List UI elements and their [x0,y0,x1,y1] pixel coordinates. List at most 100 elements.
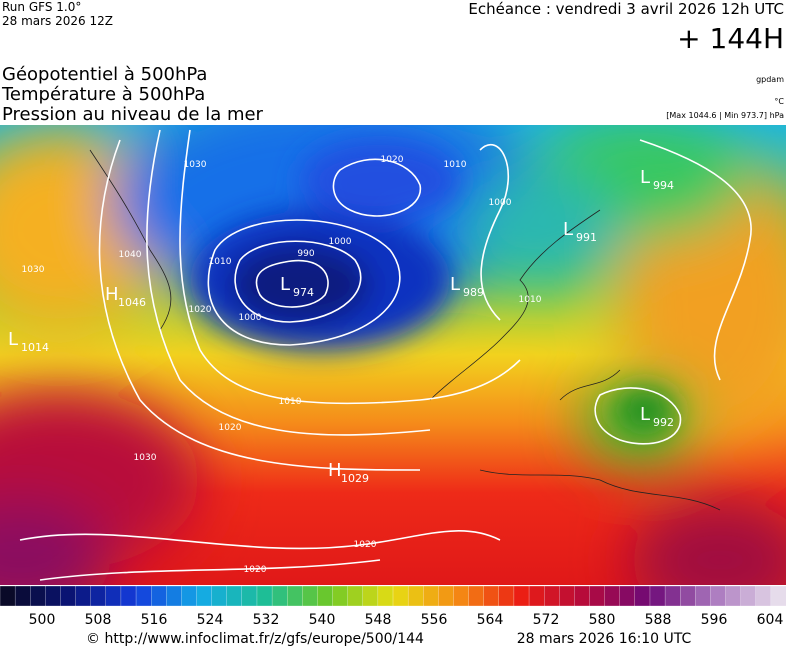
colorbar-swatch [317,585,334,607]
isobar-label: 1000 [489,198,512,208]
colorbar-swatch [332,585,349,607]
colorbar-swatch [589,585,606,607]
colorbar-swatch [271,585,288,607]
footer-date: 28 mars 2026 16:10 UTC [517,631,692,647]
colorbar-swatch [438,585,455,607]
colorbar-label: 516 [141,612,168,628]
pressure-center-value: 992 [653,416,674,429]
colorbar-swatch [740,585,757,607]
isobar-label: 1030 [22,265,45,275]
colorbar-swatch [453,585,470,607]
colorbar-swatch [498,585,515,607]
colorbar-label: 604 [757,612,784,628]
echeance: Echéance : vendredi 3 avril 2026 12h UTC [468,0,784,18]
colorbar-swatch [120,585,137,607]
pressure-center-kind: H [105,284,119,305]
colorbar-swatch [710,585,727,607]
pressure-center-kind: L [640,167,650,188]
field-title: Géopotentiel à 500hPa [2,64,207,85]
colorbar-swatch [30,585,46,607]
pressure-center-value: 1029 [341,472,369,485]
colorbar-swatch [60,585,77,607]
colorbar-swatch [0,585,16,607]
isobar-label: 1020 [381,155,404,165]
colorbar-swatch [302,585,319,607]
colorbar-swatch [664,585,681,607]
isobar-label: 1010 [519,295,542,305]
colorbar-swatch [211,585,228,607]
colorbar-swatch [483,585,500,607]
colorbar-label: 508 [85,612,112,628]
isobar-label: 1000 [329,237,352,247]
unit: °C [774,97,784,106]
colorbar-label: 572 [533,612,560,628]
colorbar-swatch [14,585,31,607]
colorbar-swatch [755,585,772,607]
colorbar-swatch [680,585,696,607]
colorbar-swatch [362,585,379,607]
pressure-center-kind: L [450,274,460,295]
colorbar-swatch [468,585,485,607]
colorbar: 500 508 516 524 532 540 548 556 564 572 580 588 596 6… [0,585,786,628]
colorbar-swatch [105,585,122,607]
isobar-label: 1010 [209,257,232,267]
footer-url: © http://www.infoclimat.fr/z/gfs/europe/… [86,631,424,647]
colorbar-swatch [619,585,636,607]
isobar-label: 1040 [119,250,142,260]
isobar-label: 1020 [354,540,377,550]
field-title: Pression au niveau de la mer [2,104,264,125]
pressure-center-kind: L [640,404,650,425]
colorbar-swatch [392,585,409,607]
colorbar-swatch [559,585,576,607]
pressure-center-value: 974 [293,286,314,299]
colorbar-label: 588 [645,612,672,628]
colorbar-swatch [196,585,213,607]
isobar-label: 1010 [279,397,302,407]
colorbar-label: 532 [253,612,280,628]
isobar-label: 1030 [134,453,157,463]
pressure-center-kind: H [328,460,342,481]
colorbar-swatch [377,585,394,607]
colorbar-label: 500 [29,612,56,628]
colorbar-swatch [166,585,183,607]
colorbar-swatch [649,585,666,607]
colorbar-label: 564 [477,612,504,628]
colorbar-swatch [241,585,258,607]
colorbar-swatch [604,585,621,607]
colorbar-label: 524 [197,612,224,628]
colorbar-swatch [135,585,152,607]
colorbar-swatch [287,585,303,607]
isobar-label: 990 [297,249,314,259]
colorbar-label: 596 [701,612,728,628]
colorbar-swatch [770,585,786,607]
colorbar-swatch [725,585,742,607]
colorbar-swatch [544,585,560,607]
colorbar-swatch [695,585,712,607]
pressure-center-value: 991 [576,231,597,244]
colorbar-swatch [528,585,545,607]
colorbar-label: 556 [421,612,448,628]
colorbar-label: 540 [309,612,336,628]
isobar-label: 1010 [444,160,467,170]
colorbar-swatch [75,585,92,607]
colorbar-swatch [407,585,424,607]
colorbar-swatch [256,585,273,607]
colorbar-swatch [634,585,651,607]
pressure-center-value: 994 [653,179,674,192]
lead-time: + 144H [677,22,784,55]
pressure-center-kind: L [280,274,290,295]
colorbar-swatch [151,585,167,607]
run-date: 28 mars 2026 12Z [2,14,113,28]
pressure-center-value: 1014 [21,341,49,354]
colorbar-swatch [423,585,439,607]
colorbar-label: 548 [365,612,392,628]
colorbar-swatch [574,585,591,607]
pressure-center-value: 1046 [118,296,146,309]
isobar-label: 1000 [239,313,262,323]
unit: [Max 1044.6 | Min 973.7] hPa [666,111,784,120]
field-title: Température à 500hPa [1,84,205,105]
colorbar-swatch [45,585,62,607]
isobar-label: 1020 [219,423,242,433]
